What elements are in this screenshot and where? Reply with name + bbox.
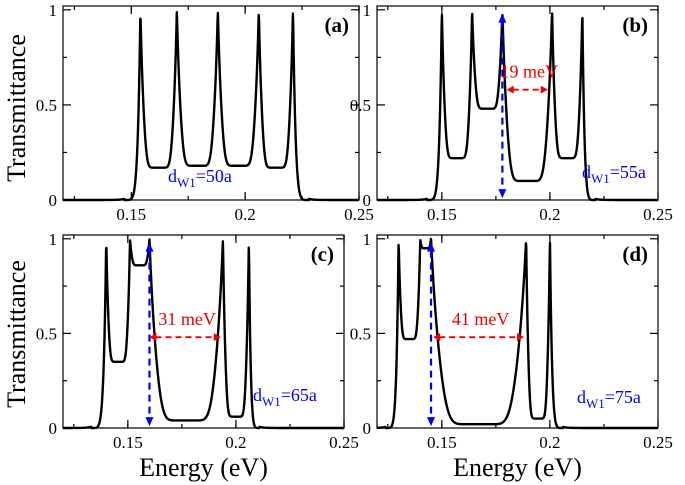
y-tick-label: 0.5 <box>36 324 57 343</box>
chart-panel-c: 0.15 0.2 0.25 0 0.5 1 Energy (eV) (c) dW1=65a 31 … <box>36 230 359 482</box>
plot-frame <box>62 5 360 201</box>
x-tick-label: 0.15 <box>427 433 457 452</box>
y-axis-label-bottom: Transmittance <box>2 260 31 408</box>
vertical-marker-arrow-down <box>427 417 436 427</box>
width-label: dW1=65a <box>253 385 317 409</box>
x-tick-label: 0.2 <box>225 433 246 452</box>
y-axis-label-top: Transmittance <box>2 34 31 182</box>
panel-label: (d) <box>622 242 648 266</box>
y-tick-label: 1 <box>363 230 372 249</box>
x-tick-label: 0.25 <box>643 205 673 224</box>
gap-marker-arrow-left <box>433 333 441 342</box>
x-tick-label: 0.15 <box>427 205 457 224</box>
y-tick-label: 1 <box>363 1 372 20</box>
plot-frame <box>62 234 345 429</box>
x-tick-label: 0.25 <box>344 205 374 224</box>
vertical-marker-arrow-up <box>498 13 507 23</box>
panel-label: (a) <box>325 13 350 37</box>
gap-marker-label: 31 meV <box>158 309 216 329</box>
panel-label: (b) <box>622 13 648 37</box>
y-tick-label: 0.5 <box>36 96 57 115</box>
y-tick-label: 0 <box>363 191 372 210</box>
gap-marker-arrow-left <box>149 333 157 342</box>
vertical-marker-arrow-up <box>427 242 436 252</box>
plot-frame <box>376 234 659 429</box>
gap-marker-arrow-right <box>213 333 221 342</box>
y-tick-label: 0 <box>49 191 58 210</box>
y-tick-label: 0.5 <box>350 96 371 115</box>
gap-marker-arrow-left <box>506 85 514 94</box>
vertical-marker-arrow-down <box>498 189 507 199</box>
gap-marker-label: 41 meV <box>452 309 510 329</box>
plot-frame <box>376 5 659 201</box>
x-tick-label: 0.2 <box>539 205 560 224</box>
y-tick-label: 0 <box>49 419 58 438</box>
y-tick-label: 0.5 <box>350 324 371 343</box>
x-tick-label: 0.25 <box>643 433 673 452</box>
width-label: dW1=55a <box>582 162 646 186</box>
gap-marker-arrow-right <box>540 85 548 94</box>
x-tick-label: 0.15 <box>113 433 143 452</box>
vertical-marker-arrow-up <box>145 242 154 252</box>
y-tick-label: 1 <box>49 1 58 20</box>
chart-panel-b: 0.15 0.2 0.25 0 0.5 1 (b) dW1=55a 19 meV <box>350 1 673 224</box>
x-axis-label: Energy (eV) <box>453 453 582 482</box>
width-label: dW1=50a <box>168 166 232 190</box>
y-tick-label: 1 <box>49 230 58 249</box>
vertical-marker-arrow-down <box>145 417 154 427</box>
width-label: dW1=75a <box>577 387 641 411</box>
chart-panel-d: 0.15 0.2 0.25 0 0.5 1 Energy (eV) (d) dW1=75a 41 … <box>350 230 673 482</box>
panel-label: (c) <box>311 242 334 266</box>
gap-marker-arrow-right <box>516 333 524 342</box>
x-axis-label: Energy (eV) <box>139 453 268 482</box>
x-tick-label: 0.2 <box>235 205 256 224</box>
x-tick-label: 0.25 <box>329 433 359 452</box>
gap-marker-label: 19 meV <box>500 62 558 82</box>
x-tick-label: 0.15 <box>116 205 146 224</box>
x-tick-label: 0.2 <box>539 433 560 452</box>
y-tick-label: 0 <box>363 419 372 438</box>
